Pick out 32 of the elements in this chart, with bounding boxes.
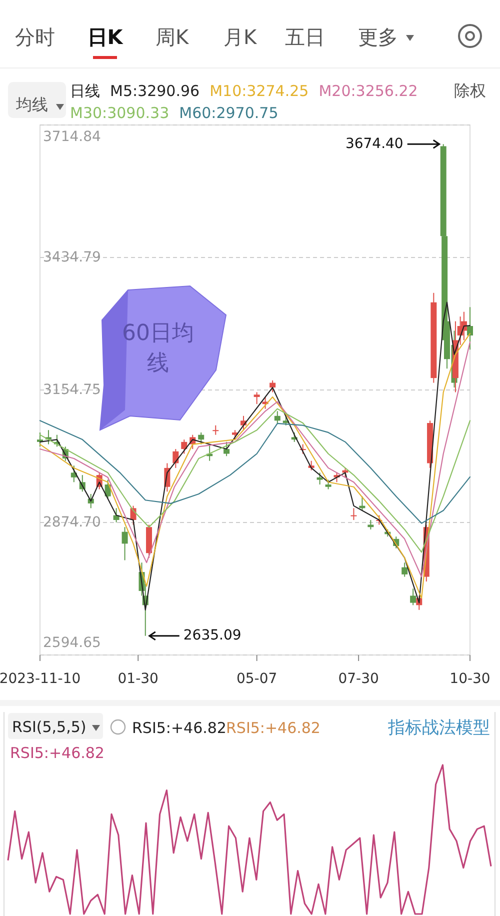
text: 均线 xyxy=(15,95,48,114)
x-tick-label: 01-30 xyxy=(118,671,158,687)
annotation: 2635.09 xyxy=(183,628,242,644)
text: M20:3256.22 xyxy=(318,82,418,100)
annotation: 3674.40 xyxy=(345,136,404,152)
text: 五日 xyxy=(285,25,325,49)
text: M5:3290.96 xyxy=(110,82,200,100)
text: 周K xyxy=(155,25,190,49)
x-tick-label: 10-30 xyxy=(450,671,490,687)
y-tick-label: 3154.75 xyxy=(43,382,101,398)
x-tick-label: 07-30 xyxy=(338,671,379,687)
text: RSI5:+46.82 xyxy=(226,719,320,737)
text: RSI5:+46.82 xyxy=(10,744,104,762)
chart-title: 日线 xyxy=(70,82,100,100)
y-tick-label: 2874.70 xyxy=(43,514,101,530)
text: 除权 xyxy=(454,81,486,100)
text: 日K xyxy=(87,25,124,49)
x-tick-label: 2023-11-10 xyxy=(0,671,81,687)
text: RSI5:+46.82 xyxy=(132,719,226,737)
y-tick-label: 3714.84 xyxy=(43,128,101,145)
y-tick-label: 2594.65 xyxy=(43,634,101,651)
chart-title: RSI(5,5,5) xyxy=(12,718,86,736)
text: M10:3274.25 xyxy=(210,82,309,100)
text: M60:2970.75 xyxy=(179,104,278,122)
text: 指标战法模型 xyxy=(387,718,490,738)
x-tick-label: 05-07 xyxy=(236,671,278,687)
annotation: 60日均线 xyxy=(122,321,194,376)
text: 更多 xyxy=(358,25,398,49)
text: M30:3090.33 xyxy=(70,104,170,122)
y-tick-label: 3434.79 xyxy=(43,249,101,266)
text: 月K xyxy=(223,25,258,49)
text: 分时 xyxy=(15,25,55,49)
